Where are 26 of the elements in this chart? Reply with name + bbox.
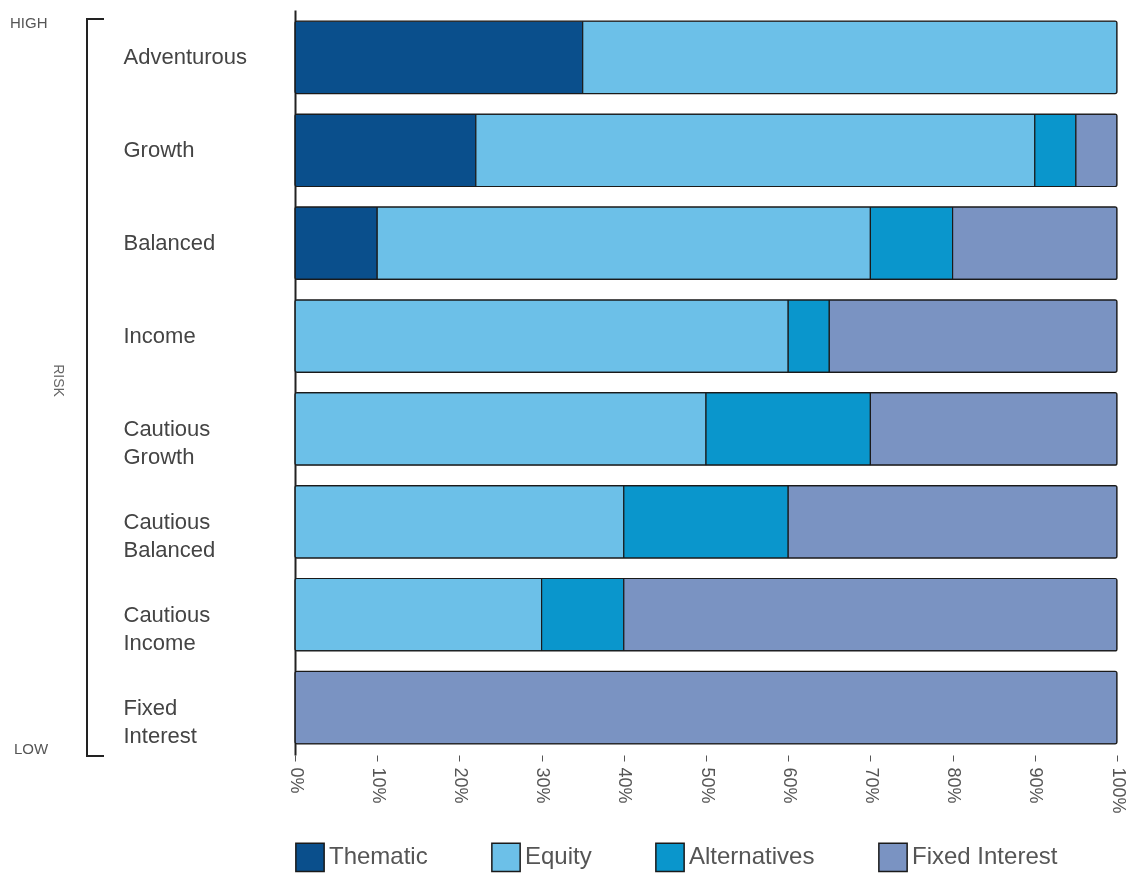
y-tick-label: Adventurous bbox=[123, 44, 248, 70]
x-tick-label: 20% bbox=[450, 767, 471, 804]
legend-label: Alternatives bbox=[689, 842, 815, 870]
y-tick-label: Growth bbox=[123, 137, 195, 163]
y-tick-label: Balanced bbox=[123, 230, 216, 256]
legend-label: Equity bbox=[525, 842, 592, 870]
text: LOW bbox=[14, 740, 49, 757]
x-tick-label: 60% bbox=[779, 767, 800, 804]
x-tick-label: 10% bbox=[368, 767, 389, 804]
x-tick-label: 90% bbox=[1026, 767, 1047, 804]
x-tick-label: 40% bbox=[615, 767, 636, 804]
y-tick-label: Fixed Interest bbox=[123, 694, 197, 748]
x-tick-label: 0% bbox=[286, 767, 307, 794]
y-axis-title: RISK bbox=[50, 364, 67, 398]
y-tick-label: Income bbox=[123, 323, 196, 349]
y-tick-label: Cautious Balanced bbox=[123, 508, 216, 562]
x-tick-label: 100% bbox=[1108, 767, 1127, 814]
x-tick-label: 70% bbox=[861, 767, 882, 804]
x-tick-label: 30% bbox=[533, 767, 554, 804]
legend-label: Thematic bbox=[329, 842, 428, 870]
legend-label: Fixed Interest bbox=[912, 842, 1058, 870]
x-tick-label: 80% bbox=[944, 767, 965, 804]
y-tick-label: Cautious Income bbox=[123, 601, 211, 655]
text: HIGH bbox=[10, 14, 48, 31]
x-tick-label: 50% bbox=[697, 767, 718, 804]
y-tick-label: Cautious Growth bbox=[123, 415, 211, 469]
